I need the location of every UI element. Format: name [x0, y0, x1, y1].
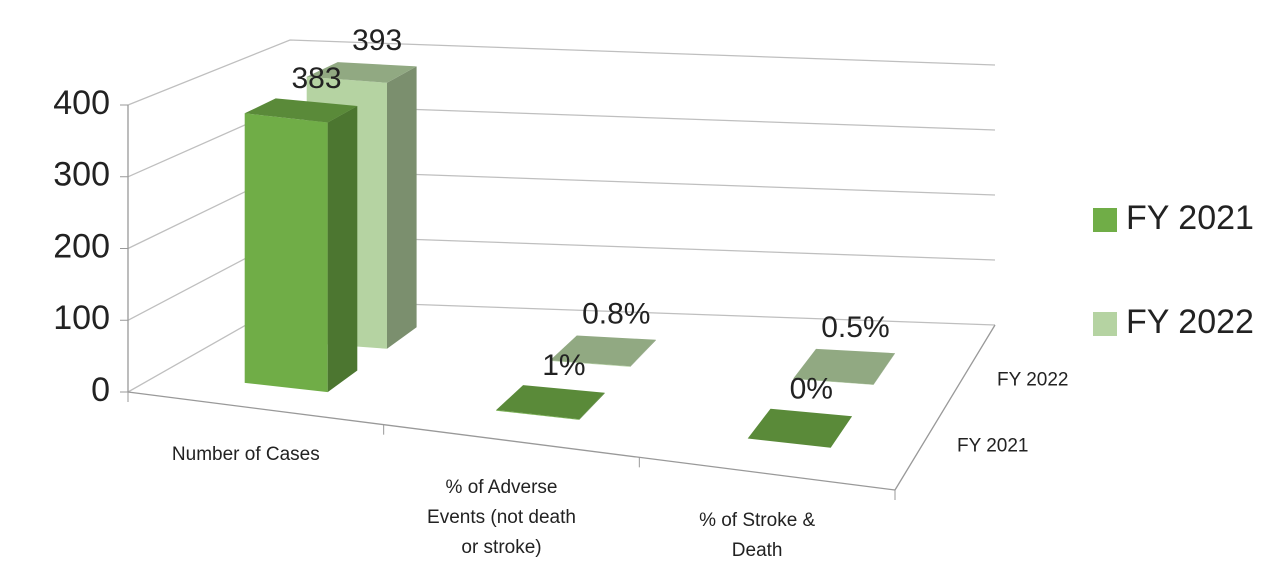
bar-front [793, 378, 874, 385]
y-tick-label: 300 [53, 156, 110, 194]
y-tick-label: 400 [53, 84, 110, 122]
grid-line [127, 39, 996, 106]
bar [793, 348, 895, 385]
x-tick-label: Number of Cases [171, 444, 320, 466]
legend-label: FY 2021 [1126, 199, 1254, 237]
bar-front [550, 360, 631, 367]
data-label: 0.5% [821, 311, 889, 344]
data-label: 1% [542, 349, 585, 382]
bar-front [244, 113, 328, 393]
bar-top [496, 385, 605, 420]
legend-label: FY 2022 [1126, 303, 1254, 341]
bar [496, 385, 605, 420]
bar-side [579, 392, 605, 420]
legend-swatch [1093, 312, 1117, 336]
bar-side [387, 66, 417, 349]
bar-side [873, 353, 895, 385]
data-label: 0% [790, 372, 833, 405]
bar-top [244, 98, 358, 123]
bar-side [327, 106, 358, 393]
bar-top [306, 62, 417, 83]
bar [747, 408, 853, 448]
y-tick-label: 0 [91, 371, 110, 409]
y-tick-label: 100 [53, 299, 110, 337]
x-tick-label: % of Adverse Events (not death or stroke… [427, 477, 576, 558]
depth-tick-label: FY 2022 [997, 370, 1068, 391]
x-axis [127, 391, 896, 491]
depth-axis [894, 324, 996, 491]
legend-swatch [1093, 208, 1117, 232]
bar-front [496, 410, 580, 420]
bar-side [630, 339, 656, 367]
bar-top [550, 335, 656, 367]
bar-top [793, 348, 895, 385]
data-label: 383 [291, 62, 341, 95]
data-label: 393 [352, 24, 402, 57]
x-tick-label: % of Stroke & Death [699, 509, 816, 561]
y-tick-label: 200 [53, 227, 110, 265]
bar-top [747, 408, 853, 448]
bar [244, 98, 358, 393]
data-label: 0.8% [582, 298, 650, 331]
depth-tick-label: FY 2021 [957, 436, 1028, 457]
bar [550, 335, 656, 367]
